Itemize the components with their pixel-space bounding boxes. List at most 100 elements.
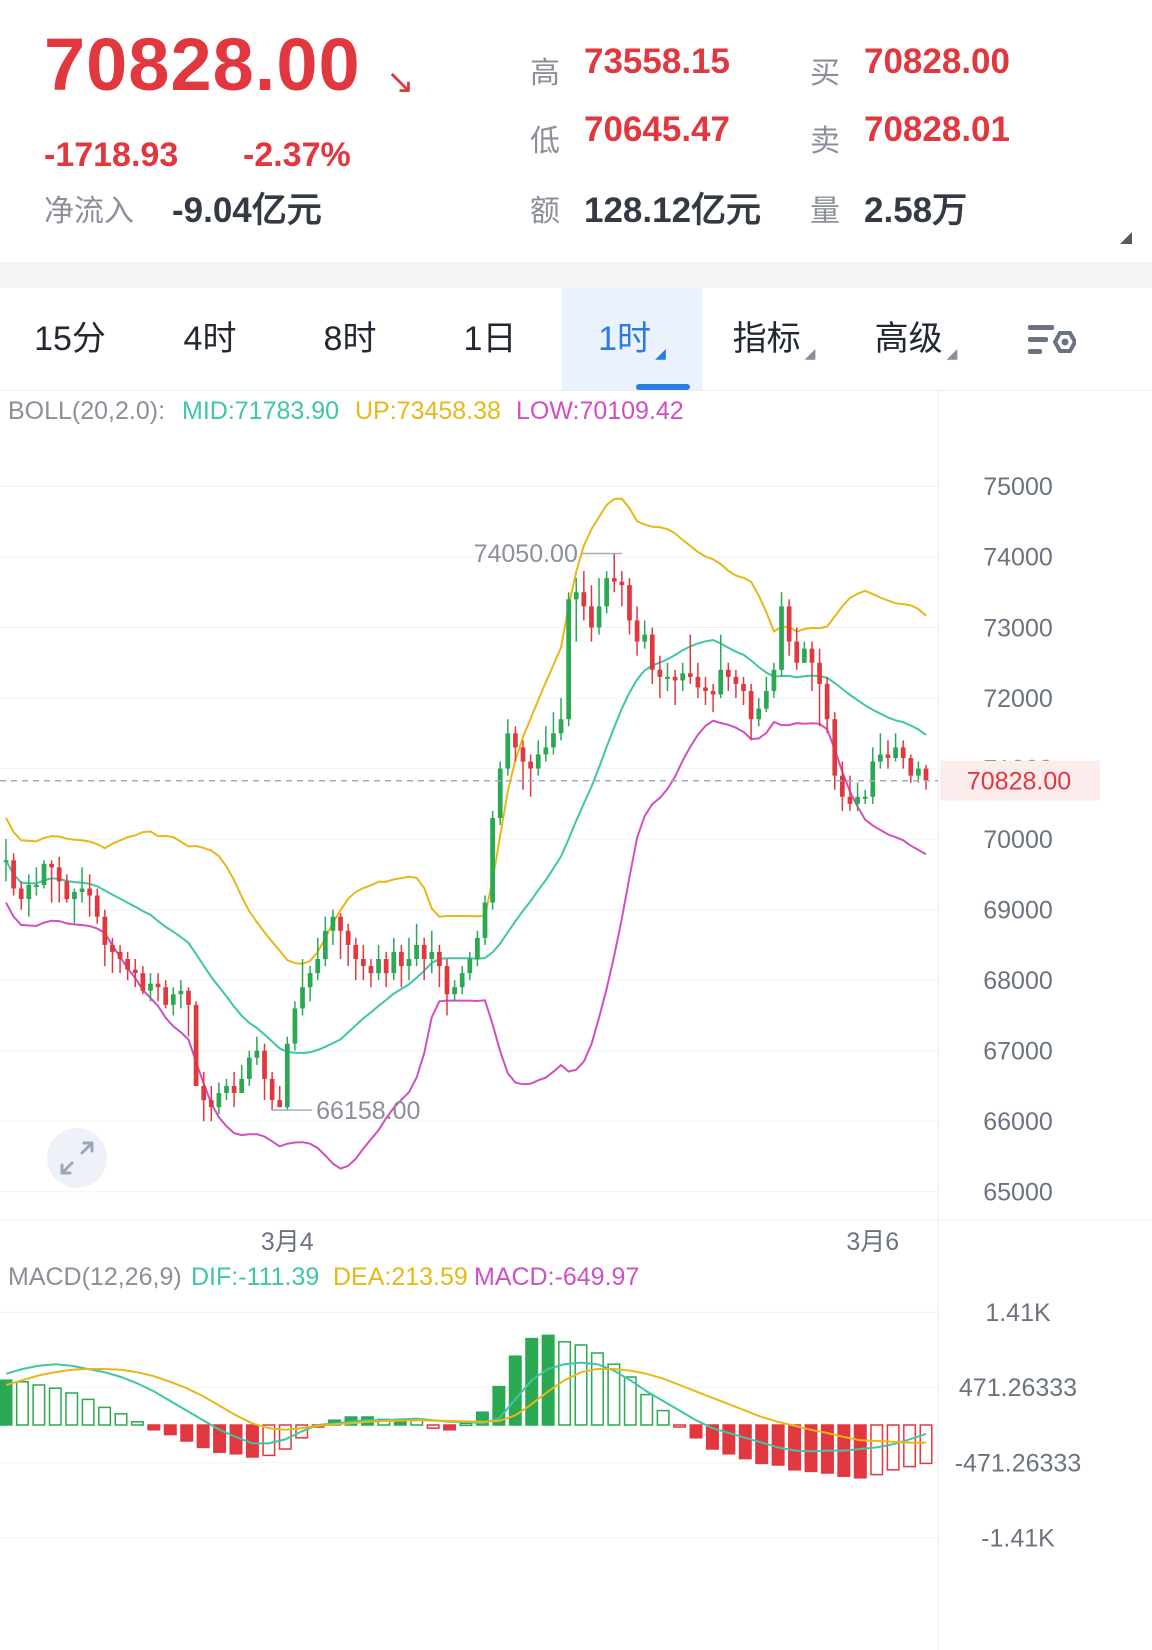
candle-body — [634, 620, 640, 642]
candle — [801, 641, 807, 663]
candle-body — [794, 641, 800, 663]
tab-1h[interactable]: 1时 ◢ — [562, 288, 702, 390]
y-tick-label: 67000 — [983, 1037, 1053, 1065]
macd-bar — [919, 1424, 933, 1465]
tab-4h[interactable]: 4时 — [140, 288, 280, 390]
tab-15m[interactable]: 15分 — [0, 288, 140, 390]
dropdown-triangle-icon: ◢ — [804, 345, 816, 361]
candle-body — [208, 1100, 214, 1108]
candle-body — [847, 796, 853, 804]
candle — [72, 888, 77, 924]
candle-body — [345, 930, 351, 945]
candle-body — [277, 1100, 283, 1108]
candle-body — [809, 648, 815, 663]
candle-body — [893, 747, 898, 758]
y-tick-label: 69000 — [983, 896, 1053, 924]
candle-body — [26, 884, 32, 900]
expand-corner-icon[interactable] — [1120, 232, 1132, 244]
macd-bar — [788, 1424, 802, 1471]
macd-bar — [590, 1352, 604, 1426]
candle — [611, 553, 617, 593]
candlestick-chart[interactable]: BOLL(20,2.0): MID:71783.90 UP:73458.38 L… — [0, 390, 1152, 1650]
candle-body — [923, 768, 929, 781]
candle-body — [741, 683, 746, 691]
candle — [604, 571, 610, 614]
candle — [437, 944, 442, 988]
y-tick-label: 74000 — [983, 544, 1053, 572]
candle — [3, 839, 9, 882]
boll-mid: MID:71783.90 — [182, 397, 339, 425]
candle — [170, 987, 176, 1016]
candle — [216, 1082, 222, 1115]
tab-8h[interactable]: 8时 — [280, 288, 420, 390]
candle-body — [878, 754, 883, 762]
candle — [353, 937, 359, 981]
candle — [64, 874, 70, 903]
tab-label: 15分 — [34, 320, 106, 358]
candle-body — [163, 987, 169, 1005]
candle-body — [254, 1050, 260, 1058]
candle-body — [315, 959, 321, 974]
macd-bar — [196, 1424, 210, 1449]
candle — [87, 874, 92, 917]
candle-body — [855, 796, 860, 804]
macd-bar — [508, 1355, 522, 1426]
candle — [117, 944, 123, 974]
candle-body — [452, 987, 457, 995]
x-tick-label: 3月4 — [261, 1228, 314, 1256]
macd-dea: DEA:213.59 — [333, 1263, 468, 1291]
candle — [186, 987, 191, 1037]
tab-advanced[interactable]: 高级 ◢ — [846, 288, 986, 390]
macd-tick-label: 1.41K — [985, 1299, 1051, 1327]
candle-body — [216, 1093, 222, 1108]
candle-body — [657, 669, 663, 677]
macd-bar — [213, 1424, 227, 1453]
candle-body — [224, 1085, 229, 1094]
macd-bar — [886, 1424, 900, 1471]
candle — [452, 980, 457, 1002]
candle — [254, 1036, 260, 1065]
y-tick-label: 68000 — [983, 967, 1053, 995]
macd-bar — [903, 1424, 917, 1468]
candle — [391, 937, 397, 981]
candle-body — [376, 959, 381, 974]
boll-name: BOLL(20,2.0): — [8, 397, 165, 425]
tab-label: 高级 — [874, 320, 943, 358]
candle — [224, 1078, 229, 1101]
candle-body — [353, 944, 359, 960]
macd-bar — [656, 1409, 670, 1426]
candle-body — [34, 884, 39, 887]
candle — [756, 698, 762, 727]
macd-bar — [492, 1385, 506, 1426]
candle-body — [155, 983, 161, 988]
tab-1d[interactable]: 1日 — [420, 288, 560, 390]
macd-bar — [870, 1424, 884, 1476]
candle — [695, 662, 701, 699]
candle — [208, 1085, 214, 1122]
candle — [657, 655, 663, 699]
price-change-pct: -2.37% — [243, 136, 351, 174]
candle — [284, 1036, 290, 1111]
period-tabs: 15分 4时 8时 1日 1时 ◢ 指标 ◢ 高级 ◢ — [0, 288, 1152, 391]
candle-body — [269, 1078, 275, 1101]
candle — [794, 627, 800, 670]
amount-value: 128.12亿元 — [584, 191, 762, 230]
expand-icon[interactable] — [47, 1128, 107, 1188]
candle — [94, 888, 100, 924]
last-price-tag — [940, 760, 1100, 801]
tab-indicators[interactable]: 指标 ◢ — [704, 288, 844, 390]
candle — [125, 951, 131, 981]
sell-label: 卖 — [810, 125, 840, 158]
candle-body — [11, 860, 16, 889]
candle-body — [528, 761, 533, 769]
candle — [459, 966, 465, 995]
macd-dif-line — [5, 1361, 927, 1453]
candle-body — [627, 585, 632, 621]
macd-value: MACD:-649.97 — [474, 1263, 639, 1291]
candle-body — [619, 581, 625, 586]
chart-settings-icon[interactable] — [1000, 288, 1100, 390]
candle-body — [817, 662, 822, 684]
candle-body — [178, 990, 184, 995]
candle — [155, 973, 161, 1002]
candle — [634, 606, 640, 656]
